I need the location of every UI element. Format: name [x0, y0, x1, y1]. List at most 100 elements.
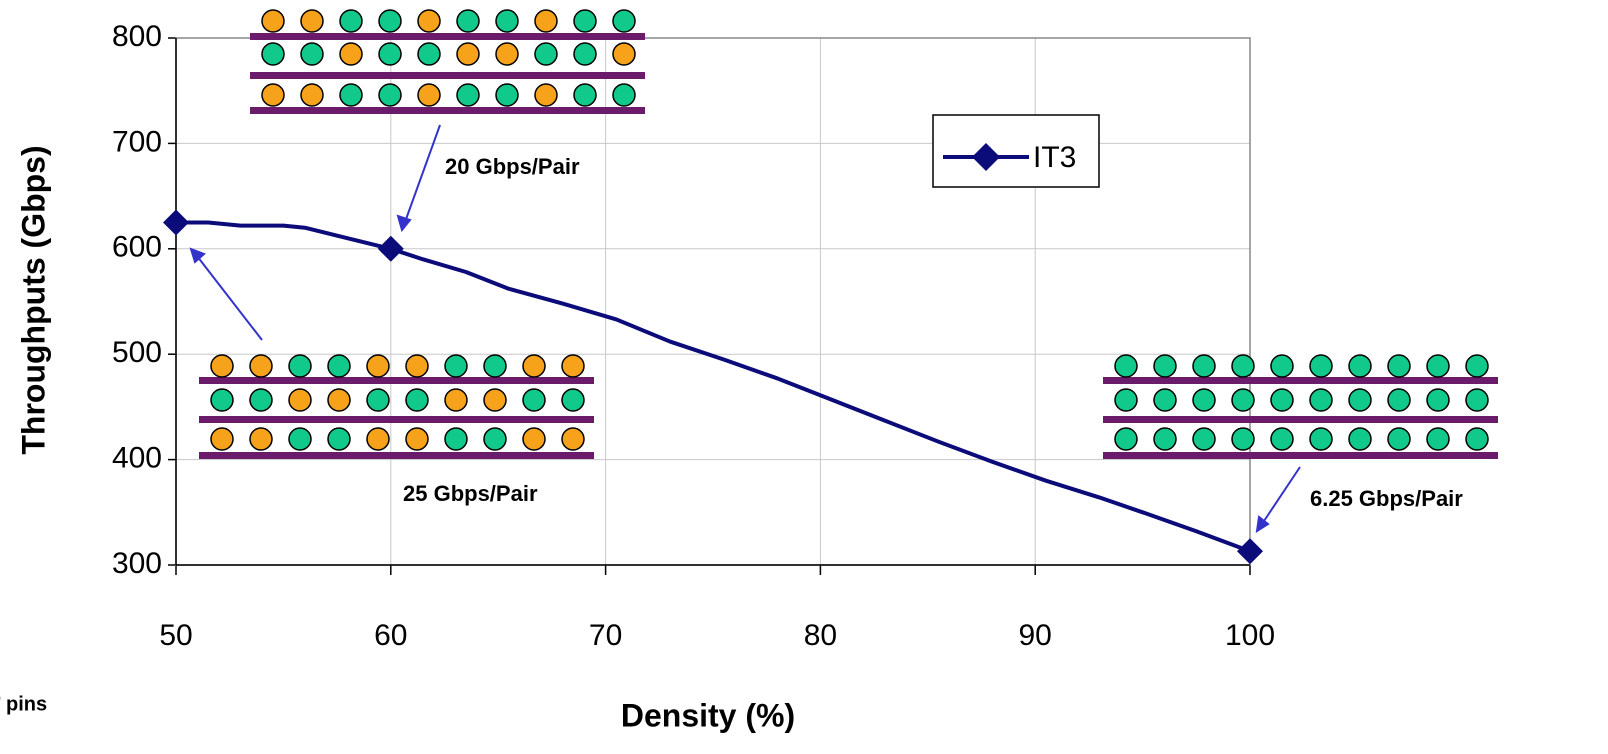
legend-label: IT3 [1033, 141, 1076, 174]
pin [1426, 427, 1450, 451]
pin [1465, 427, 1489, 451]
x-tick-label: 80 [804, 619, 837, 652]
arrows [189, 124, 1301, 534]
pin [612, 42, 636, 66]
pin-bar [250, 33, 645, 40]
x-tick-label: 90 [1019, 619, 1052, 652]
pin-bar [250, 72, 645, 79]
pin [1309, 427, 1333, 451]
pin [1192, 354, 1216, 378]
pin [561, 388, 585, 412]
pin [522, 427, 546, 451]
pin [405, 427, 429, 451]
pin [1270, 388, 1294, 412]
pin [534, 83, 558, 107]
pin [210, 354, 234, 378]
pin-bar [1103, 416, 1498, 423]
pin [573, 83, 597, 107]
pin [456, 42, 480, 66]
pin [366, 388, 390, 412]
pin [1153, 388, 1177, 412]
pin-bar [1103, 452, 1498, 459]
annotation: 6.25 Gbps/Pair [1310, 486, 1463, 511]
plot: 300 400 500 600 700 800 50 60 70 80 90 100 IT3 [112, 9, 1498, 652]
pin [1192, 427, 1216, 451]
pin [573, 9, 597, 33]
pin [288, 388, 312, 412]
line [176, 220, 1251, 554]
pin [378, 42, 402, 66]
pin [1231, 388, 1255, 412]
marker [377, 235, 404, 262]
marker [1237, 538, 1263, 565]
pin [495, 9, 519, 33]
pin [327, 354, 351, 378]
pin [1231, 427, 1255, 451]
pin [1387, 388, 1411, 412]
pin [1426, 354, 1450, 378]
pin [1231, 354, 1255, 378]
annotation: 20 Gbps/Pair [445, 154, 580, 179]
x-tick-label: 100 [1225, 619, 1275, 652]
legend-box [932, 114, 1100, 188]
pin [378, 83, 402, 107]
x-tick-label: 70 [589, 619, 622, 652]
legend-marker [972, 143, 1000, 171]
pin [1309, 388, 1333, 412]
pin [1114, 354, 1138, 378]
pin [1270, 354, 1294, 378]
pin [1153, 427, 1177, 451]
pin [444, 427, 468, 451]
pin [534, 42, 558, 66]
pin [495, 42, 519, 66]
pin [288, 427, 312, 451]
pin [561, 354, 585, 378]
pin [573, 42, 597, 66]
pin [261, 42, 285, 66]
annotation: 25 Gbps/Pair [403, 481, 538, 506]
pin [405, 354, 429, 378]
pin [327, 427, 351, 451]
pin [300, 9, 324, 33]
x-tick-label: 60 [374, 619, 407, 652]
pin [444, 388, 468, 412]
marker [163, 209, 189, 236]
pin [1348, 427, 1372, 451]
pin [417, 83, 441, 107]
pin [366, 354, 390, 378]
y-tick-label: 400 [112, 442, 162, 475]
pin [1426, 388, 1450, 412]
pin [1387, 354, 1411, 378]
pin [1309, 354, 1333, 378]
x-axis-label: Density (%) [621, 697, 795, 733]
pin [1465, 354, 1489, 378]
pin [444, 354, 468, 378]
pin [210, 388, 234, 412]
pin [561, 427, 585, 451]
y-tick-label: 300 [112, 547, 162, 580]
x-tick-label: 50 [159, 619, 192, 652]
pin [339, 83, 363, 107]
pin [456, 9, 480, 33]
annotation: ’ pins [0, 693, 47, 715]
pin [249, 354, 273, 378]
pin [249, 388, 273, 412]
pin [339, 9, 363, 33]
pin [261, 83, 285, 107]
pin [1114, 427, 1138, 451]
pin [1192, 388, 1216, 412]
pin [417, 9, 441, 33]
pin [612, 83, 636, 107]
y-tick-label: 500 [112, 336, 162, 369]
pin-bar [199, 377, 594, 384]
pin-bar [1103, 377, 1498, 384]
pin [300, 42, 324, 66]
pin [1348, 354, 1372, 378]
pin [339, 42, 363, 66]
pin [1387, 427, 1411, 451]
pin [483, 388, 507, 412]
pin [1153, 354, 1177, 378]
pin [1465, 388, 1489, 412]
y-tick-label: 600 [112, 231, 162, 264]
